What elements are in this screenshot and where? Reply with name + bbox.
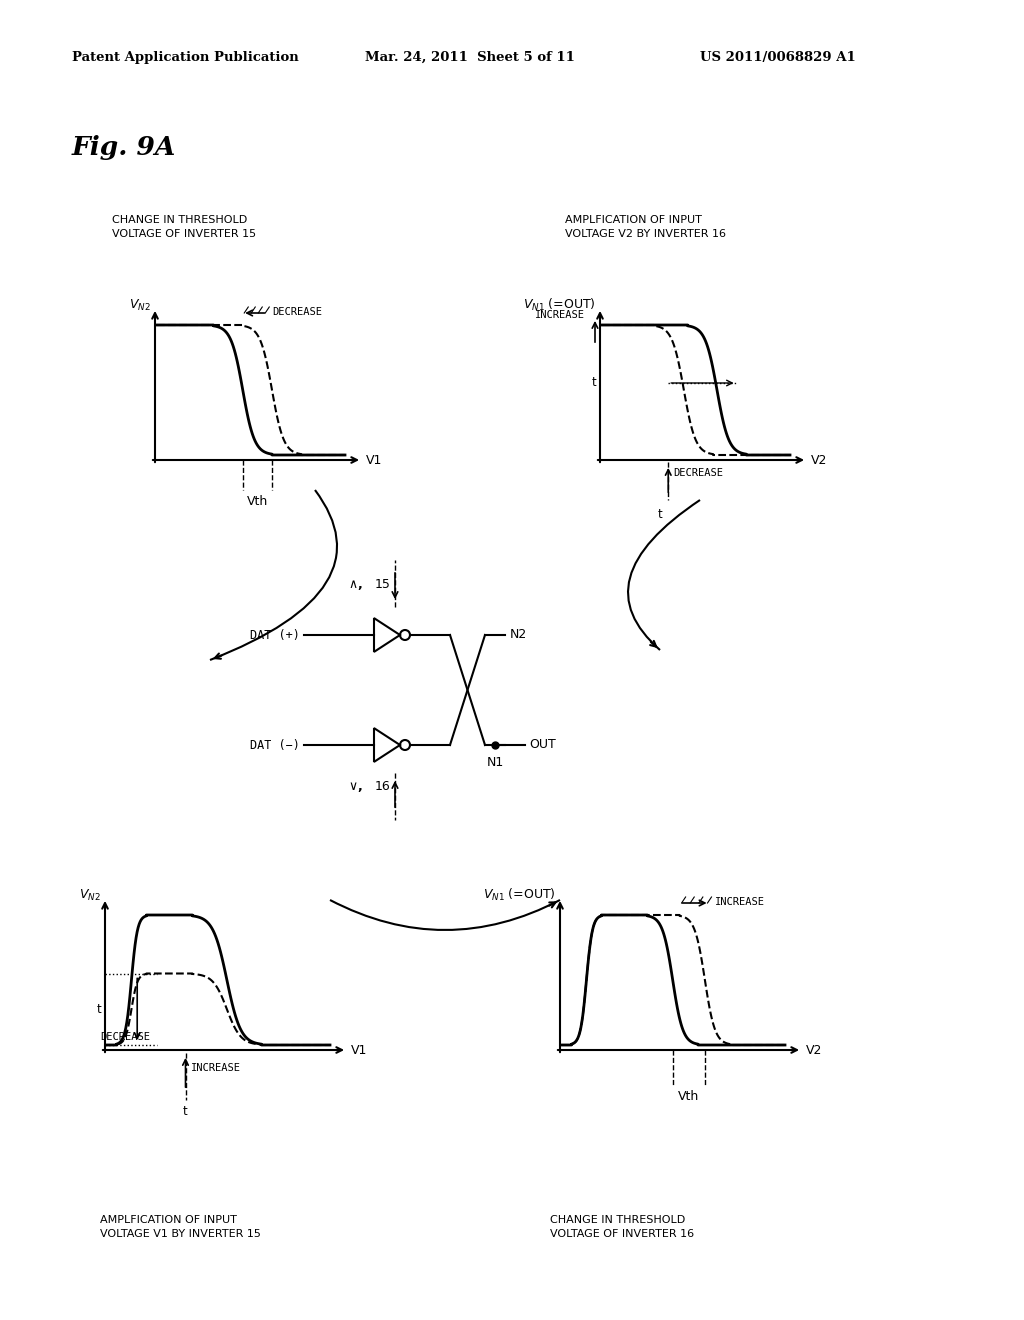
- Text: N1: N1: [487, 756, 504, 770]
- Text: 15: 15: [375, 578, 391, 591]
- Text: 16: 16: [375, 780, 391, 793]
- Text: Mar. 24, 2011  Sheet 5 of 11: Mar. 24, 2011 Sheet 5 of 11: [365, 50, 574, 63]
- Text: AMPLFICATION OF INPUT
VOLTAGE V1 BY INVERTER 15: AMPLFICATION OF INPUT VOLTAGE V1 BY INVE…: [100, 1214, 261, 1239]
- Text: t: t: [96, 1003, 101, 1016]
- Text: US 2011/0068829 A1: US 2011/0068829 A1: [700, 50, 856, 63]
- Text: $V_{N2}$: $V_{N2}$: [129, 297, 151, 313]
- Text: V1: V1: [366, 454, 382, 466]
- Text: t: t: [657, 508, 663, 521]
- Text: V2: V2: [811, 454, 827, 466]
- Text: V1: V1: [351, 1044, 368, 1056]
- Text: DECREASE: DECREASE: [272, 308, 323, 317]
- Text: $\vee$$\mathbf{,}$: $\vee$$\mathbf{,}$: [348, 780, 362, 795]
- Text: CHANGE IN THRESHOLD
VOLTAGE OF INVERTER 16: CHANGE IN THRESHOLD VOLTAGE OF INVERTER …: [550, 1214, 694, 1239]
- Text: DAT (+): DAT (+): [250, 628, 300, 642]
- Text: Vth: Vth: [678, 1090, 699, 1104]
- Text: OUT: OUT: [529, 738, 556, 751]
- Text: DAT (−): DAT (−): [250, 738, 300, 751]
- Text: $V_{N1}$ (=OUT): $V_{N1}$ (=OUT): [483, 887, 556, 903]
- Text: N2: N2: [510, 628, 527, 642]
- Text: V2: V2: [806, 1044, 822, 1056]
- Text: Fig. 9A: Fig. 9A: [72, 136, 176, 161]
- Text: Patent Application Publication: Patent Application Publication: [72, 50, 299, 63]
- Text: $V_{N2}$: $V_{N2}$: [79, 887, 101, 903]
- Text: DECREASE: DECREASE: [100, 1032, 150, 1041]
- Text: t: t: [591, 376, 596, 389]
- Text: $\wedge$$\mathbf{,}$: $\wedge$$\mathbf{,}$: [348, 578, 362, 591]
- Text: $V_{N1}$ (=OUT): $V_{N1}$ (=OUT): [523, 297, 596, 313]
- Text: Vth: Vth: [247, 495, 268, 508]
- Text: t: t: [183, 1105, 187, 1118]
- Text: INCREASE: INCREASE: [535, 310, 585, 319]
- Text: CHANGE IN THRESHOLD
VOLTAGE OF INVERTER 15: CHANGE IN THRESHOLD VOLTAGE OF INVERTER …: [112, 215, 256, 239]
- Text: INCREASE: INCREASE: [715, 898, 765, 907]
- Text: AMPLFICATION OF INPUT
VOLTAGE V2 BY INVERTER 16: AMPLFICATION OF INPUT VOLTAGE V2 BY INVE…: [565, 215, 726, 239]
- Text: DECREASE: DECREASE: [673, 469, 723, 478]
- Text: INCREASE: INCREASE: [190, 1063, 241, 1073]
